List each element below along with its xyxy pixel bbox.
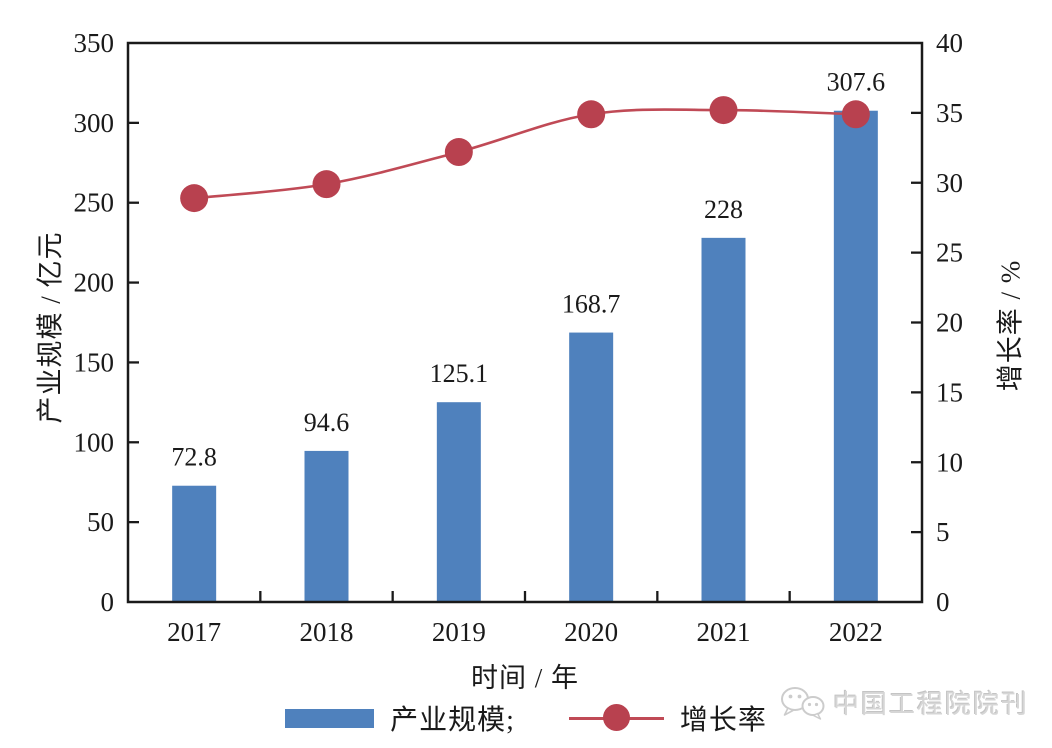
bar [172, 485, 217, 602]
left-axis-tick-label: 300 [74, 108, 115, 138]
growth-line [194, 108, 856, 200]
legend-label-industry-scale: 产业规模; [390, 705, 515, 736]
x-axis-category-label: 2017 [167, 617, 221, 647]
right-axis-tick-label: 20 [936, 308, 963, 338]
growth-marker [180, 184, 209, 213]
left-axis-tick-label: 250 [74, 188, 115, 218]
right-axis-tick-label: 10 [936, 447, 963, 477]
right-axis-title: 增长率 / % [995, 259, 1026, 392]
x-axis-category-label: 2020 [564, 617, 618, 647]
watermark: 中国工程院院刊 [780, 684, 1029, 721]
left-axis-tick-label: 50 [87, 507, 114, 537]
left-axis-tick-label: 350 [74, 28, 115, 58]
line-series-swatch [568, 704, 664, 732]
left-axis-tick-label: 150 [74, 347, 115, 377]
legend: 产业规模; 增长率 [0, 698, 1052, 738]
x-axis-category-label: 2022 [829, 617, 883, 647]
bar [436, 402, 481, 602]
right-axis-tick-label: 0 [936, 587, 950, 617]
left-axis-tick-label: 200 [74, 268, 115, 298]
left-axis-tick-label: 100 [74, 427, 115, 457]
x-axis-title: 时间 / 年 [470, 663, 579, 693]
bar [569, 332, 614, 602]
bar [304, 450, 349, 602]
bar [833, 110, 878, 602]
left-axis-tick-label: 0 [101, 587, 115, 617]
wechat-icon [781, 686, 825, 720]
growth-marker [444, 138, 473, 167]
x-axis-category-label: 2019 [432, 617, 486, 647]
left-axis-title: 产业规模 / 亿元 [35, 231, 66, 424]
bar-value-label: 72.8 [171, 443, 217, 472]
bar-series-swatch [285, 708, 375, 728]
x-axis-category-label: 2021 [697, 617, 751, 647]
x-axis-category-label: 2018 [300, 617, 354, 647]
line-swatch-marker [602, 704, 630, 731]
watermark-text: 中国工程院院刊 [833, 690, 1030, 719]
legend-item-industry-scale: 产业规模; [285, 698, 515, 738]
bar-value-label: 168.7 [562, 290, 621, 319]
plot-frame [126, 41, 924, 604]
bar-value-label: 228 [704, 195, 743, 224]
right-axis-tick-label: 30 [936, 168, 963, 198]
bar [701, 237, 746, 602]
right-axis-tick-label: 15 [936, 377, 963, 407]
right-axis-tick-label: 40 [936, 28, 963, 58]
legend-item-growth-rate: 增长率 [568, 698, 767, 738]
right-axis-tick-label: 35 [936, 98, 963, 128]
growth-marker [577, 100, 606, 129]
right-axis-tick-label: 5 [936, 517, 950, 547]
growth-marker [709, 96, 738, 125]
bar-value-label: 94.6 [304, 408, 350, 437]
growth-marker [841, 100, 870, 129]
growth-marker [312, 170, 341, 199]
bar-value-label: 307.6 [827, 68, 886, 97]
bar-value-label: 125.1 [430, 359, 489, 388]
right-axis-tick-label: 25 [936, 238, 963, 268]
legend-label-growth-rate: 增长率 [679, 705, 767, 736]
